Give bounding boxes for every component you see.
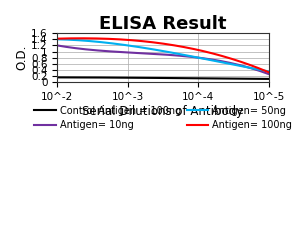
Antigen= 10ng	[68, 46, 72, 49]
Line: Antigen= 10ng: Antigen= 10ng	[57, 46, 269, 74]
Antigen= 10ng	[55, 44, 59, 47]
Control Antigen = 100ng	[68, 76, 72, 79]
Line: Antigen= 100ng: Antigen= 100ng	[57, 38, 269, 72]
Antigen= 50ng	[68, 38, 72, 41]
Antigen= 100ng	[250, 64, 253, 67]
Antigen= 50ng	[64, 38, 68, 41]
Antigen= 50ng	[256, 68, 260, 71]
Antigen= 100ng	[113, 38, 116, 40]
Antigen= 100ng	[257, 67, 261, 70]
Antigen= 50ng	[55, 38, 59, 41]
Title: ELISA Result: ELISA Result	[99, 15, 227, 33]
Legend: Control Antigen = 100ng, Antigen= 10ng, Antigen= 50ng, Antigen= 100ng: Control Antigen = 100ng, Antigen= 10ng, …	[34, 106, 292, 130]
Antigen= 10ng	[112, 50, 115, 53]
Control Antigen = 100ng	[64, 76, 68, 79]
Antigen= 10ng	[256, 69, 260, 72]
Control Antigen = 100ng	[55, 76, 59, 79]
Control Antigen = 100ng	[267, 78, 271, 80]
Antigen= 10ng	[95, 49, 98, 52]
Antigen= 50ng	[95, 40, 98, 43]
Control Antigen = 100ng	[112, 76, 115, 79]
Antigen= 100ng	[96, 37, 99, 40]
Antigen= 50ng	[267, 70, 271, 73]
Antigen= 100ng	[68, 37, 72, 40]
Antigen= 10ng	[249, 67, 253, 70]
Control Antigen = 100ng	[256, 77, 260, 80]
Y-axis label: O.D.: O.D.	[15, 45, 28, 70]
Antigen= 100ng	[64, 37, 68, 40]
Line: Control Antigen = 100ng: Control Antigen = 100ng	[57, 78, 269, 79]
Antigen= 100ng	[55, 37, 59, 40]
Antigen= 10ng	[64, 45, 68, 48]
Antigen= 50ng	[249, 66, 253, 70]
Antigen= 50ng	[112, 42, 115, 45]
Control Antigen = 100ng	[249, 77, 253, 80]
X-axis label: Serial Dilutions of Antibody: Serial Dilutions of Antibody	[82, 105, 244, 118]
Control Antigen = 100ng	[95, 76, 98, 79]
Antigen= 100ng	[80, 37, 83, 40]
Antigen= 10ng	[267, 73, 271, 76]
Antigen= 100ng	[267, 71, 271, 74]
Line: Antigen= 50ng: Antigen= 50ng	[57, 39, 269, 72]
